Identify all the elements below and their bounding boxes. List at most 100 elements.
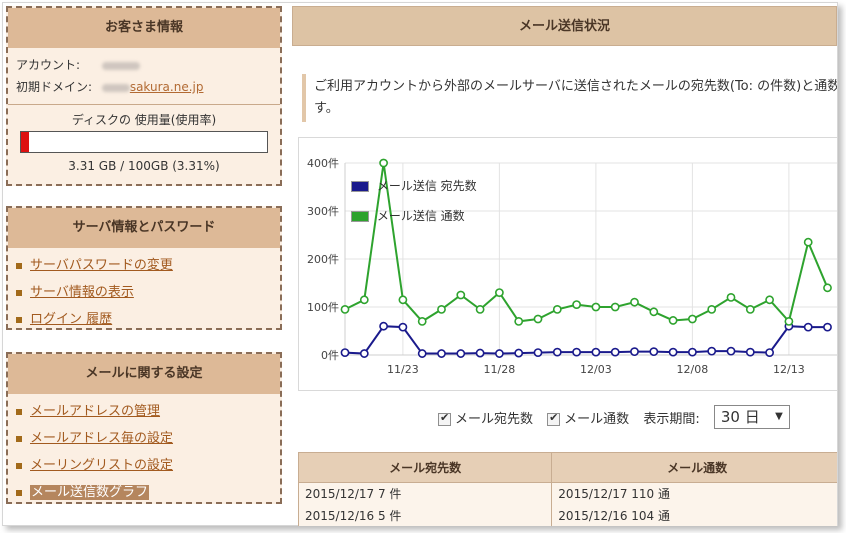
data-point [494,288,504,297]
page-title: メール送信状況 [292,6,837,46]
legend-label: メール送信 宛先数 [376,179,477,193]
table-header-row: メール宛先数 メール通数 [297,452,837,483]
account-value-redacted [101,61,140,70]
nav-item-server-password[interactable]: サーバパスワードの変更 [16,252,272,279]
data-point [475,304,485,314]
chevron-down-icon: ▼ [775,411,783,422]
recipients-toggle[interactable]: メール宛先数 [438,408,533,427]
column-header: メール通数 [551,452,837,483]
count-label: メール通数 [564,411,630,427]
period-value: 30 日 [720,408,760,426]
bullet-icon [16,489,22,496]
period-label: 表示期間: [643,411,700,427]
data-point [591,302,601,312]
nav-link[interactable]: メール送信数グラフ [30,485,150,500]
data-point [514,348,524,358]
domain-value: sakura.ne.jp [129,80,204,94]
description: ご利用アカウントから外部のメールサーバに送信されたメールの宛先数(To: の件数… [302,74,837,122]
nav-item-mail-address[interactable]: メールアドレスの管理 [16,398,272,425]
data-point [379,321,388,331]
count-checkbox[interactable] [547,411,561,426]
nav-link[interactable]: サーバ情報の表示 [30,285,134,300]
data-point [707,304,717,314]
chart-legend: メール送信 宛先数 メール送信 通数 [351,171,477,231]
data-point [687,314,697,324]
nav-link[interactable]: メーリングリストの設定 [30,458,174,473]
mail-settings-panel: メールに関する設定 メールアドレスの管理 メールアドレス毎の設定 メーリングリス… [6,352,282,504]
data-point [765,295,774,305]
table-cell: 2015/12/17 110 通 [551,482,837,505]
data-point [610,347,620,357]
x-tick-label: 11/23 [387,363,419,376]
nav-link[interactable]: メールアドレスの管理 [30,404,161,419]
data-point [726,292,736,302]
table-cell: 2015/12/17 7 件 [297,482,553,505]
data-point [398,322,408,332]
data-point [707,346,717,356]
count-toggle[interactable]: メール通数 [547,408,629,427]
legend-swatch-count [351,211,369,222]
table-cell: 2015/12/16 104 通 [551,504,837,526]
data-point [417,316,427,326]
data-point [745,347,755,357]
data-point [359,349,369,358]
data-point [591,347,601,357]
mail-chart: 0件 100件 200件 300件 400件 11/23 11/28 12/03 12/08 12… [298,137,837,391]
data-point [437,349,446,358]
x-tick-label: 12/13 [773,363,805,376]
domain-row: 初期ドメイン: sakura.ne.jp [16,76,272,98]
data-point [572,300,581,309]
customer-info-panel: お客さま情報 アカウント: 初期ドメイン: sakura.ne.jp ディスクの… [6,6,282,186]
data-point [340,304,350,314]
nav-item-mail-address-settings[interactable]: メールアドレス毎の設定 [16,425,272,452]
data-point [398,295,408,305]
customer-info-title: お客さま情報 [8,8,280,48]
data-point [803,237,813,247]
data-point [823,322,832,332]
recipients-label: メール宛先数 [455,411,534,427]
data-point [494,349,504,358]
nav-item-server-info[interactable]: サーバ情報の表示 [16,279,272,306]
data-point [437,304,446,314]
series-line [344,325,828,355]
nav-link[interactable]: ログイン 履歴 [30,312,113,327]
table-row: 2015/12/17 7 件 2015/12/17 110 通 [297,482,837,505]
chart-controls: メール宛先数 メール通数 表示期間: 30 日 ▼ [438,405,837,429]
legend-item-recipients: メール送信 宛先数 [351,171,477,201]
legend-swatch-recipients [351,181,369,192]
data-point [610,302,620,312]
x-tick-label: 12/03 [580,363,612,376]
data-point [533,314,543,324]
domain-label: 初期ドメイン: [16,80,93,94]
data-point [475,348,485,358]
data-point [649,307,659,317]
data-point [572,347,581,357]
nav-link[interactable]: サーバパスワードの変更 [30,258,173,273]
table-row: 2015/12/16 5 件 2015/12/16 104 通 [297,504,837,526]
data-point [417,349,427,358]
nav-item-mailing-list[interactable]: メーリングリストの設定 [16,452,272,479]
data-point [784,316,794,326]
domain-prefix-redacted [101,83,130,92]
nav-item-login-history[interactable]: ログイン 履歴 [16,306,272,333]
bullet-icon [16,262,22,269]
data-point [630,347,639,357]
domain-link[interactable]: sakura.ne.jp [101,80,204,94]
account-label: アカウント: [16,58,81,72]
disk-usage-text: 3.31 GB / 100GB (3.31%) [68,159,220,173]
y-tick-label: 100件 [307,301,339,314]
data-point [803,322,813,332]
recipients-checkbox[interactable] [438,411,451,426]
description-line-2: す。 [314,101,339,116]
server-info-panel: サーバ情報とパスワード サーバパスワードの変更 サーバ情報の表示 ログイン 履歴 [6,206,282,330]
period-select[interactable]: 30 日 ▼ [713,405,790,429]
bullet-icon [16,408,22,415]
data-point [823,283,832,293]
disk-usage-fill [21,132,30,152]
legend-item-count: メール送信 通数 [351,201,477,231]
y-tick-label: 300件 [307,205,339,218]
nav-link[interactable]: メールアドレス毎の設定 [30,431,174,446]
data-point [745,304,755,314]
nav-item-mail-graph[interactable]: メール送信数グラフ [16,479,272,506]
chart-svg: 0件 100件 200件 300件 400件 11/23 11/28 12/03 12/08 12… [307,157,837,376]
